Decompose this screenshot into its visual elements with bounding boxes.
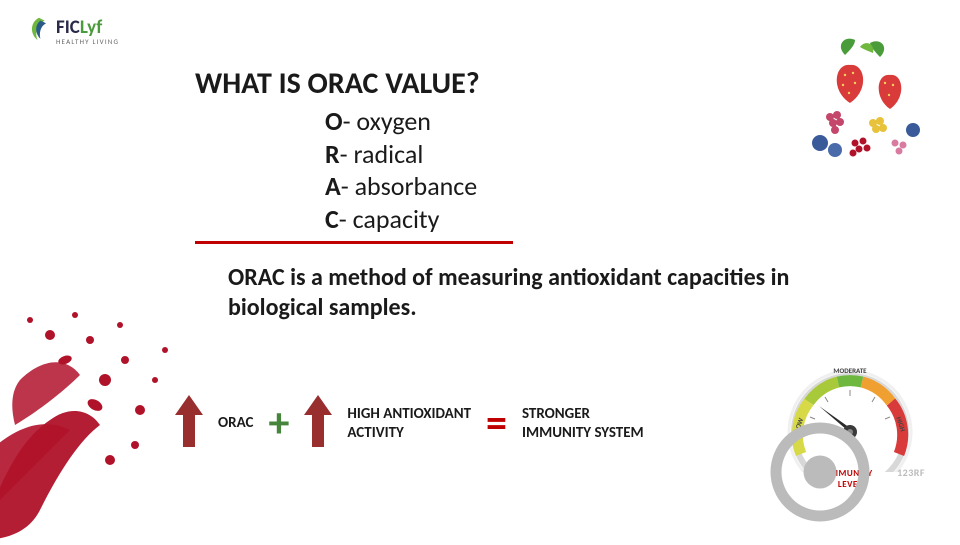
equation-term-result: STRONGERIMMUNITY SYSTEM: [522, 405, 644, 443]
up-arrow-icon: [175, 395, 203, 452]
berries-decoration: [795, 35, 930, 170]
leaf-icon: [25, 15, 53, 48]
up-arrow-icon: [304, 395, 332, 452]
logo-text: FICLyf: [56, 18, 119, 37]
equation-term-orac: ORAC: [218, 414, 253, 433]
logo-tagline: HEALTHY LIVING: [56, 37, 119, 46]
immunity-gauge: LOW MODERATE HIGH 123RF IMMUNITYLEVEL: [765, 362, 935, 512]
acronym-row: R- radical: [325, 138, 477, 171]
title-underline: [195, 241, 513, 244]
acronym-row: C- capacity: [325, 203, 477, 236]
splash-decoration: [0, 280, 190, 540]
acronym-row: A- absorbance: [325, 170, 477, 203]
acronym-list: O- oxygen R- radical A- absorbance C- ca…: [325, 105, 477, 235]
equation-term-activity: HIGH ANTIOXIDANTACTIVITY: [347, 405, 471, 443]
watermark: 123RF: [745, 417, 925, 527]
plus-icon: +: [268, 403, 289, 445]
gauge-label-moderate: MODERATE: [833, 366, 867, 375]
brand-logo: FICLyf HEALTHY LIVING: [25, 15, 119, 48]
page-title: WHAT IS ORAC VALUE?: [195, 65, 480, 102]
description-text: ORAC is a method of measuring antioxidan…: [228, 263, 848, 323]
equals-icon: =: [486, 403, 507, 445]
equation-row: ORAC + HIGH ANTIOXIDANTACTIVITY = STRONG…: [175, 395, 644, 452]
acronym-row: O- oxygen: [325, 105, 477, 138]
